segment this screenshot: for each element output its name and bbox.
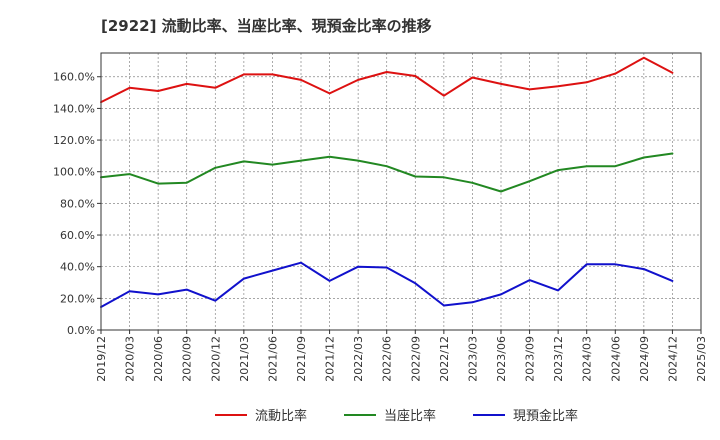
y-tick-label: 160.0% [53, 71, 95, 84]
y-tick-label: 80.0% [60, 197, 95, 210]
plot-frame [100, 52, 702, 331]
legend: 流動比率 当座比率 現預金比率 [215, 408, 578, 424]
y-tick-label: 60.0% [60, 229, 95, 242]
x-tick-label: 2022/03 [352, 336, 365, 382]
x-tick-label: 2024/09 [638, 336, 651, 382]
series-line [100, 261, 674, 308]
x-tick-label: 2020/09 [181, 336, 194, 382]
x-tick-label: 2023/12 [552, 336, 565, 382]
x-tick-label: 2025/03 [695, 336, 708, 382]
x-tick-label: 2022/06 [381, 336, 394, 382]
x-tick-label: 2021/12 [324, 336, 337, 382]
x-tick-label: 2023/06 [495, 336, 508, 382]
chart-title: [2922] 流動比率、当座比率、現預金比率の推移 [101, 17, 432, 35]
y-tick-label: 40.0% [60, 261, 95, 274]
legend-label: 当座比率 [384, 408, 436, 424]
series-line [100, 152, 674, 193]
x-tick-label: 2021/09 [295, 336, 308, 382]
x-tick-label: 2022/09 [409, 336, 422, 382]
x-tick-label: 2021/03 [238, 336, 251, 382]
x-tick-label: 2024/06 [609, 336, 622, 382]
y-tick-label: 120.0% [53, 134, 95, 147]
x-tick-label: 2020/06 [152, 336, 165, 382]
y-tick-label: 140.0% [53, 102, 95, 115]
x-tick-label: 2019/12 [95, 336, 108, 382]
x-tick-label: 2024/03 [581, 336, 594, 382]
x-tick-label: 2020/12 [209, 336, 222, 382]
x-tick-label: 2022/12 [438, 336, 451, 382]
x-tick-label: 2024/12 [666, 336, 679, 382]
series-line [100, 56, 674, 104]
legend-label: 現預金比率 [513, 408, 578, 424]
plot-area [100, 56, 674, 308]
y-tick-label: 0.0% [67, 324, 95, 337]
x-tick-label: 2021/06 [266, 336, 279, 382]
x-tick-label: 2023/03 [466, 336, 479, 382]
x-tick-label: 2023/09 [524, 336, 537, 382]
x-tick-label: 2020/03 [124, 336, 137, 382]
grid [100, 53, 702, 331]
y-tick-label: 20.0% [60, 292, 95, 305]
x-axis-ticks: 2019/12 2020/03 2020/06 2020/09 2020/12 2021/… [95, 330, 708, 382]
legend-label: 流動比率 [255, 408, 307, 424]
y-axis-ticks: 0.0% 20.0% 40.0% 60.0% 80.0% 100.0% 120.0% 140.… [53, 71, 101, 337]
y-tick-label: 100.0% [53, 166, 95, 179]
